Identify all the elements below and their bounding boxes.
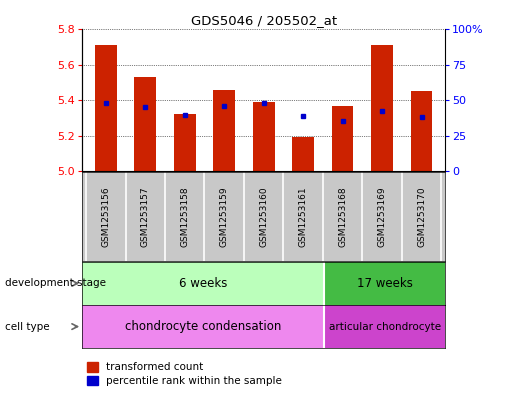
Bar	[95, 45, 117, 171]
Bar	[324, 262, 445, 305]
Text: GSM1253168: GSM1253168	[338, 186, 347, 247]
Bar	[135, 77, 156, 171]
Text: GSM1253170: GSM1253170	[417, 186, 426, 247]
Bar	[174, 114, 196, 171]
Bar	[332, 105, 354, 171]
Bar	[253, 102, 275, 171]
Text: development stage: development stage	[5, 278, 107, 288]
Bar	[371, 45, 393, 171]
Text: GSM1253158: GSM1253158	[180, 186, 189, 247]
Text: chondrocyte condensation: chondrocyte condensation	[125, 320, 281, 333]
Text: GSM1253156: GSM1253156	[101, 186, 110, 247]
Text: GSM1253157: GSM1253157	[141, 186, 150, 247]
Text: 17 weeks: 17 weeks	[357, 277, 413, 290]
Bar	[82, 305, 324, 348]
Bar	[292, 137, 314, 171]
Text: GSM1253169: GSM1253169	[377, 186, 386, 247]
Text: GSM1253160: GSM1253160	[259, 186, 268, 247]
Bar	[214, 90, 235, 171]
Legend: transformed count, percentile rank within the sample: transformed count, percentile rank withi…	[87, 362, 282, 386]
Text: 6 weeks: 6 weeks	[179, 277, 227, 290]
Text: articular chondrocyte: articular chondrocyte	[329, 321, 441, 332]
Text: cell type: cell type	[5, 321, 50, 332]
Title: GDS5046 / 205502_at: GDS5046 / 205502_at	[191, 14, 337, 27]
Bar	[411, 91, 432, 171]
Text: GSM1253161: GSM1253161	[298, 186, 307, 247]
Text: GSM1253159: GSM1253159	[220, 186, 229, 247]
Bar	[324, 305, 445, 348]
Bar	[82, 262, 324, 305]
